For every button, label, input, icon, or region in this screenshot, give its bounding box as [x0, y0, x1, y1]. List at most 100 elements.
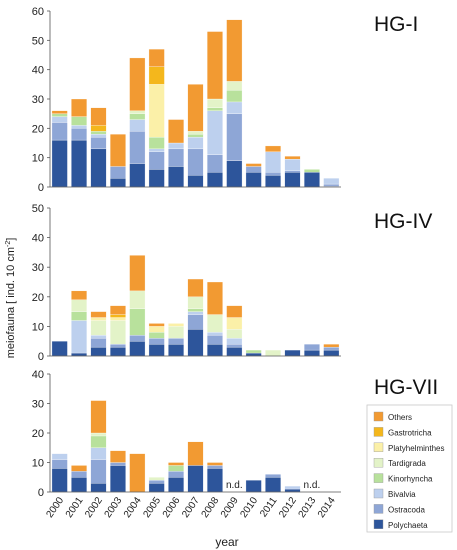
- x-tick-label: 2013: [297, 495, 319, 520]
- bar-segment-ostracoda-2003: [110, 462, 126, 466]
- panel-title: HG-I: [374, 13, 418, 36]
- x-tick-label: 2009: [219, 495, 241, 520]
- y-tick-label: 40: [32, 233, 44, 245]
- bar-segment-others-2009: [226, 305, 243, 318]
- legend-swatch-gastrotricha: [373, 427, 384, 437]
- bar-segment-ostracoda-2007: [187, 148, 204, 176]
- bar-segment-bivalvia-2008: [206, 332, 223, 336]
- bar-segment-bivalvia-2002: [90, 134, 107, 138]
- y-tick-label: 30: [32, 262, 44, 274]
- bar-segment-others-2003: [110, 305, 126, 315]
- legend-label-ostracoda: Ostracoda: [388, 505, 425, 514]
- bar-segment-polychaeta-2001: [71, 477, 87, 493]
- bar-segment-polychaeta-2007: [187, 465, 204, 493]
- bar-segment-polychaeta-2004: [129, 341, 146, 357]
- bar-segment-polychaeta-2006: [168, 344, 185, 357]
- bar-segment-tardigrada-2011: [265, 349, 282, 357]
- legend-swatch-tardigrada: [373, 458, 384, 468]
- y-tick-label: 0: [38, 487, 44, 499]
- bar-segment-polychaeta-2005: [148, 482, 165, 493]
- bar-segment-gastrotricha-2003: [110, 314, 126, 318]
- legend-swatch-others: [373, 411, 384, 422]
- bar-segment-gastrotricha-2005: [148, 66, 165, 85]
- bar-segment-others-2004: [129, 255, 146, 292]
- bar-segment-polychaeta-2008: [206, 172, 223, 188]
- bar-segment-tardigrada-2003: [110, 320, 126, 345]
- bar-segment-others-2006: [168, 119, 185, 144]
- bar-segment-tardigrada-2004: [129, 290, 146, 309]
- bar-segment-bivalvia-2001: [71, 320, 87, 354]
- x-tick-label: 2014: [316, 495, 338, 520]
- bar-segment-platyhelminthes-2002: [90, 317, 107, 321]
- bar-segment-polychaeta-2003: [110, 465, 126, 493]
- bar-segment-others-2007: [187, 278, 204, 297]
- bar-segment-ostracoda-2002: [90, 136, 107, 150]
- bar-segment-kinorhyncha-2013: [303, 169, 320, 173]
- bar-segment-bivalvia-2012: [284, 485, 301, 490]
- bar-segment-ostracoda-2005: [148, 480, 165, 484]
- bar-segment-kinorhyncha-2007: [187, 134, 204, 138]
- bar-segment-ostracoda-2002: [90, 338, 107, 348]
- y-axis-label: meiofauna [ ind. 10 cm-2]: [5, 238, 17, 359]
- bar-segment-others-2010: [245, 163, 262, 167]
- x-tick-label: 2005: [141, 495, 163, 520]
- bar-segment-kinorhyncha-2001: [71, 116, 87, 126]
- y-axis-label-close: ]: [5, 238, 17, 241]
- bar-segment-ostracoda-2014: [323, 183, 340, 187]
- y-tick-label: 30: [32, 94, 44, 106]
- bar-segment-polychaeta-2010: [245, 480, 262, 493]
- bar-segment-bivalvia-2004: [129, 119, 146, 132]
- panel-hg-i: 0 10 20 30 40 50 60 HG-I: [32, 6, 419, 194]
- bar-segment-ostracoda-2013: [303, 344, 320, 351]
- x-tick-label: 2001: [64, 495, 86, 520]
- bar-segment-polychaeta-2000: [51, 468, 68, 493]
- bar-segment-polychaeta-2002: [90, 346, 107, 357]
- legend-swatch-polychaeta: [373, 519, 384, 529]
- bar-segment-others-2008: [206, 31, 223, 100]
- bar-segment-polychaeta-2000: [51, 139, 68, 188]
- bar-segment-tardigrada-2007: [187, 296, 204, 309]
- legend-label-platyhelminthes: Platyhelminthes: [388, 444, 444, 453]
- bar-segment-polychaeta-2002: [90, 482, 107, 493]
- y-tick-label: 30: [32, 399, 44, 411]
- y-tick-label: 50: [32, 35, 44, 47]
- x-axis-label: year: [215, 535, 238, 549]
- bar-segment-tardigrada-2002: [90, 432, 107, 437]
- bar-segment-platyhelminthes-2006: [168, 323, 185, 327]
- bar-segment-polychaeta-2003: [110, 346, 126, 357]
- x-tick-label: 2012: [277, 495, 299, 520]
- bar-segment-ostracoda-2009: [226, 113, 243, 161]
- bar-segment-polychaeta-2013: [303, 349, 320, 357]
- bar-segment-polychaeta-2012: [284, 349, 301, 357]
- bar-segment-bivalvia-2009: [226, 338, 243, 345]
- bar-segment-kinorhyncha-2007: [187, 308, 204, 312]
- bar-segment-polychaeta-2009: [226, 160, 243, 188]
- bar-segment-bivalvia-2007: [187, 136, 204, 150]
- bar-segment-ostracoda-2009: [226, 344, 243, 348]
- bar-segment-ostracoda-2008: [206, 154, 223, 173]
- bar-segment-polychaeta-2003: [110, 178, 126, 188]
- bar-segment-ostracoda-2006: [168, 338, 185, 345]
- bar-segment-polychaeta-2014: [323, 349, 340, 357]
- x-tick-label: 2003: [103, 495, 125, 520]
- bar-segment-bivalvia-2002: [90, 447, 107, 460]
- x-tick-label: 2008: [200, 495, 222, 520]
- bar-segment-kinorhyncha-2006: [168, 465, 185, 472]
- bar-segment-ostracoda-2001: [71, 471, 87, 478]
- legend-label-bivalvia: Bivalvia: [388, 490, 416, 499]
- y-axis-label-superscript: -2: [5, 241, 12, 247]
- y-axis-label-text: meiofauna: [5, 306, 17, 358]
- bar-segment-bivalvia-2001: [71, 125, 87, 129]
- bar-segment-kinorhyncha-2004: [129, 113, 146, 120]
- bar-segment-kinorhyncha-2008: [206, 107, 223, 111]
- bar-segment-tardigrada-2005: [148, 477, 165, 481]
- y-tick-label: 50: [32, 203, 44, 215]
- y-tick-label: 10: [32, 458, 44, 470]
- bar-segment-tardigrada-2002: [90, 320, 107, 336]
- panel-hg-iv: 0 10 20 30 40 50 HG-IV: [32, 203, 433, 363]
- bar-segment-others-2012: [284, 156, 301, 160]
- bar-segment-tardigrada-2008: [206, 98, 223, 108]
- bar-segment-tardigrada-2009: [226, 329, 243, 339]
- bar-segment-ostracoda-2008: [206, 465, 223, 469]
- x-tick-label: 2002: [83, 495, 105, 520]
